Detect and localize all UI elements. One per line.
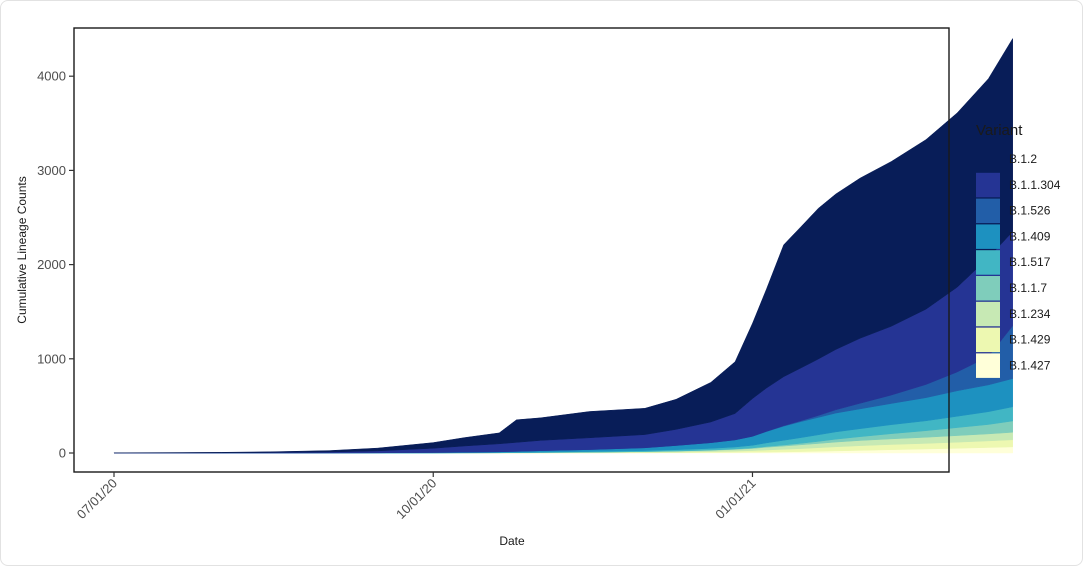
y-axis-title: Cumulative Lineage Counts (15, 176, 29, 323)
legend-swatch (976, 301, 1000, 327)
legend-label: B.1.427 (1009, 358, 1051, 372)
plot-border (73, 27, 950, 473)
x-axis: 07/01/20 10/01/20 01/01/21 (74, 472, 759, 522)
y-tick-label: 4000 (37, 69, 66, 84)
legend-label: B.1.2 (1009, 152, 1037, 166)
legend-swatch (976, 250, 1000, 275)
x-tick-label: 01/01/21 (712, 476, 758, 522)
legend-label: B.1.1.304 (1009, 178, 1061, 192)
legend-swatch (976, 224, 1000, 249)
legend-swatch (976, 353, 1000, 378)
legend-swatch (976, 172, 1000, 198)
y-tick-label: 3000 (37, 163, 66, 178)
legend-label: B.1.429 (1009, 333, 1051, 347)
y-tick-label: 2000 (37, 257, 66, 272)
legend-label: B.1.409 (1009, 229, 1051, 243)
area-b-1-2 (113, 37, 1013, 454)
legend-title: Variant (976, 122, 1023, 139)
x-tick-label: 07/01/20 (74, 476, 120, 522)
y-tick-label: 1000 (37, 351, 66, 366)
legend-swatch (976, 198, 1000, 224)
y-axis: 0 1000 2000 3000 4000 (37, 69, 74, 461)
legend: Variant B.1.2 B.1.1.304 B.1.526 B.1.409 B.1.… (976, 122, 1061, 378)
legend-label: B.1.1.7 (1009, 281, 1047, 295)
legend-swatch (976, 327, 1000, 353)
legend-label: B.1.526 (1009, 204, 1051, 218)
legend-swatch (976, 147, 1000, 172)
x-tick-label: 10/01/20 (393, 476, 439, 522)
legend-label: B.1.517 (1009, 255, 1051, 269)
y-tick-label: 0 (59, 446, 66, 461)
legend-label: B.1.234 (1009, 307, 1051, 321)
legend-swatch (976, 276, 1000, 301)
stacked-areas (113, 37, 1013, 454)
x-axis-title: Date (499, 534, 525, 548)
